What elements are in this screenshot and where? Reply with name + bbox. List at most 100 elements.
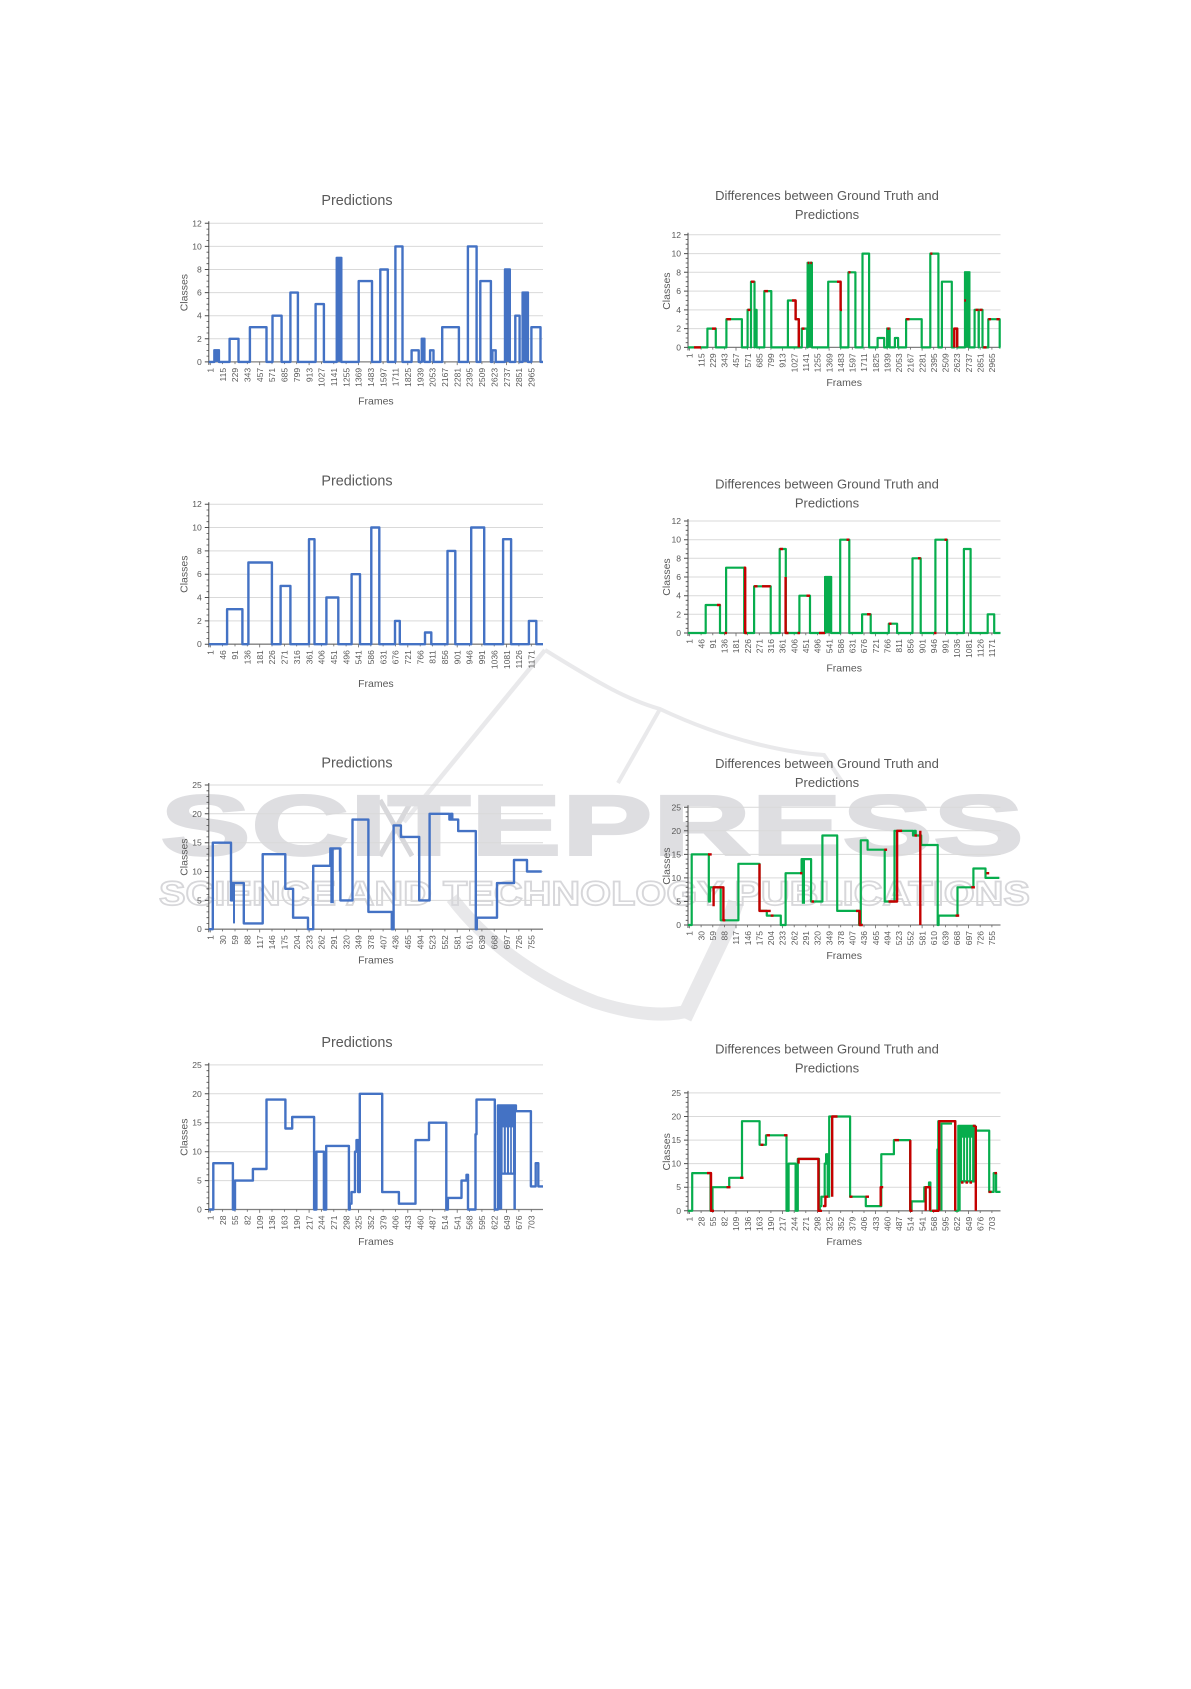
svg-text:703: 703	[987, 1217, 997, 1231]
svg-text:433: 433	[403, 1215, 413, 1229]
svg-text:407: 407	[848, 931, 858, 945]
svg-text:343: 343	[720, 353, 730, 367]
svg-text:20: 20	[192, 1089, 202, 1099]
svg-text:697: 697	[964, 931, 974, 945]
svg-text:523: 523	[428, 935, 438, 949]
svg-text:465: 465	[403, 935, 413, 949]
svg-text:0: 0	[676, 920, 681, 930]
svg-text:25: 25	[671, 1088, 681, 1098]
svg-text:676: 676	[859, 639, 869, 653]
svg-text:8: 8	[197, 265, 202, 275]
svg-text:2281: 2281	[452, 368, 462, 387]
svg-text:406: 406	[859, 1217, 869, 1231]
svg-text:244: 244	[317, 1215, 327, 1229]
svg-text:856: 856	[440, 650, 450, 664]
svg-text:2737: 2737	[964, 353, 974, 372]
svg-text:82: 82	[243, 1215, 253, 1225]
svg-text:0: 0	[197, 639, 202, 649]
svg-text:Differences between Ground Tru: Differences between Ground Truth and	[715, 188, 939, 203]
svg-text:146: 146	[267, 935, 277, 949]
svg-text:0: 0	[676, 342, 681, 352]
svg-text:136: 136	[267, 1215, 277, 1229]
svg-text:Frames: Frames	[358, 678, 394, 690]
svg-text:457: 457	[731, 353, 741, 367]
svg-text:901: 901	[452, 650, 462, 664]
svg-text:913: 913	[304, 368, 314, 382]
svg-text:Predictions: Predictions	[795, 775, 860, 790]
svg-text:91: 91	[230, 650, 240, 660]
svg-text:1: 1	[685, 1217, 695, 1222]
svg-text:325: 325	[824, 1217, 834, 1231]
svg-text:0: 0	[676, 628, 681, 638]
svg-text:721: 721	[403, 650, 413, 664]
svg-text:726: 726	[976, 931, 986, 945]
svg-text:610: 610	[465, 935, 475, 949]
svg-text:721: 721	[871, 639, 881, 653]
svg-text:15: 15	[192, 1118, 202, 1128]
svg-text:1939: 1939	[415, 368, 425, 387]
svg-text:639: 639	[477, 935, 487, 949]
svg-text:378: 378	[366, 935, 376, 949]
svg-text:523: 523	[894, 931, 904, 945]
svg-text:1255: 1255	[813, 353, 823, 372]
svg-text:676: 676	[391, 650, 401, 664]
svg-text:1711: 1711	[859, 353, 869, 372]
svg-text:451: 451	[801, 639, 811, 653]
svg-text:30: 30	[218, 935, 228, 945]
svg-text:6: 6	[197, 288, 202, 298]
svg-text:1171: 1171	[987, 639, 997, 658]
svg-text:406: 406	[317, 650, 327, 664]
svg-text:229: 229	[708, 353, 718, 367]
svg-text:2509: 2509	[941, 353, 951, 372]
svg-text:685: 685	[280, 368, 290, 382]
svg-text:514: 514	[440, 1215, 450, 1229]
svg-text:494: 494	[415, 935, 425, 949]
svg-text:46: 46	[218, 650, 228, 660]
svg-text:5: 5	[676, 897, 681, 907]
svg-text:1825: 1825	[871, 353, 881, 372]
svg-text:676: 676	[976, 1217, 986, 1231]
svg-text:349: 349	[824, 931, 834, 945]
svg-text:946: 946	[465, 650, 475, 664]
svg-text:541: 541	[917, 1217, 927, 1231]
svg-text:406: 406	[789, 639, 799, 653]
svg-text:15: 15	[192, 838, 202, 848]
svg-text:407: 407	[378, 935, 388, 949]
svg-text:20: 20	[671, 1112, 681, 1122]
svg-text:117: 117	[255, 935, 265, 949]
svg-text:1483: 1483	[836, 353, 846, 372]
svg-text:991: 991	[477, 650, 487, 664]
svg-text:Predictions: Predictions	[795, 207, 860, 222]
svg-text:271: 271	[755, 639, 765, 653]
svg-text:12: 12	[671, 516, 681, 526]
svg-text:291: 291	[329, 935, 339, 949]
svg-text:8: 8	[676, 553, 681, 563]
svg-text:2623: 2623	[489, 368, 499, 387]
svg-text:581: 581	[452, 935, 462, 949]
svg-text:Classes: Classes	[661, 1133, 673, 1170]
svg-text:12: 12	[671, 230, 681, 240]
svg-text:82: 82	[720, 1217, 730, 1227]
svg-text:6: 6	[197, 569, 202, 579]
svg-text:2395: 2395	[929, 353, 939, 372]
svg-text:20: 20	[671, 826, 681, 836]
svg-text:2281: 2281	[917, 353, 927, 372]
svg-text:1171: 1171	[527, 650, 537, 669]
svg-text:Differences between Ground Tru: Differences between Ground Truth and	[715, 1042, 939, 1057]
svg-text:352: 352	[836, 1217, 846, 1231]
svg-text:1255: 1255	[341, 368, 351, 387]
svg-text:136: 136	[720, 639, 730, 653]
svg-text:494: 494	[882, 931, 892, 945]
svg-text:46: 46	[696, 639, 706, 649]
svg-text:487: 487	[894, 1217, 904, 1231]
svg-text:379: 379	[848, 1217, 858, 1231]
svg-text:595: 595	[477, 1215, 487, 1229]
svg-text:811: 811	[894, 639, 904, 653]
svg-text:8: 8	[676, 267, 681, 277]
svg-text:1: 1	[206, 935, 216, 940]
svg-text:1825: 1825	[403, 368, 413, 387]
svg-text:30: 30	[696, 931, 706, 941]
svg-text:10: 10	[671, 535, 681, 545]
svg-text:901: 901	[917, 639, 927, 653]
svg-text:496: 496	[341, 650, 351, 664]
